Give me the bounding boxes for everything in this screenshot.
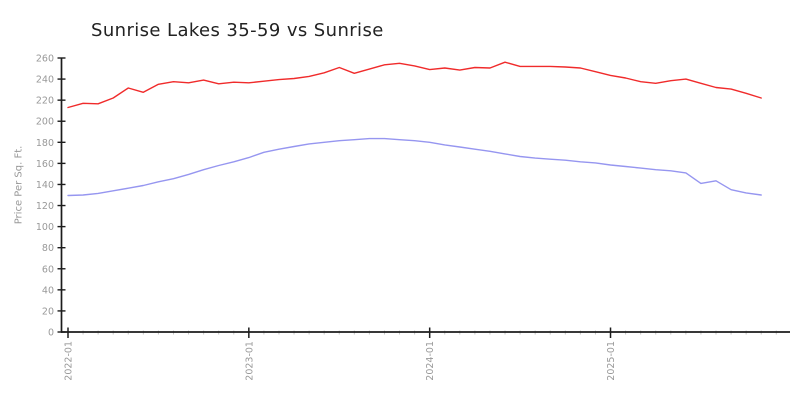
- y-tick-label: 40: [42, 285, 54, 296]
- y-tick-label: 100: [36, 222, 54, 233]
- y-tick-label: 20: [42, 306, 54, 317]
- y-tick-label: 80: [42, 243, 54, 254]
- y-tick-label: 220: [36, 96, 54, 107]
- y-tick-label: 240: [36, 75, 54, 86]
- y-tick-label: 0: [48, 328, 54, 339]
- y-tick-label: 140: [36, 180, 54, 191]
- y-tick-label: 120: [36, 201, 54, 212]
- y-tick-label: 260: [36, 54, 54, 65]
- x-tick-label: 2025-01: [606, 341, 617, 381]
- x-tick-label: 2023-01: [244, 341, 255, 381]
- y-tick-label: 200: [36, 117, 54, 128]
- chart-title: Sunrise Lakes 35-59 vs Sunrise: [91, 20, 384, 41]
- y-tick-label: 180: [36, 138, 54, 149]
- x-tick-label: 2024-01: [425, 341, 436, 381]
- series-red-line: [67, 61, 762, 109]
- x-tick-label: 2022-01: [64, 341, 75, 381]
- series-blue-line: [67, 137, 762, 197]
- y-tick-label: 160: [36, 159, 54, 170]
- y-tick-label: 60: [42, 264, 54, 275]
